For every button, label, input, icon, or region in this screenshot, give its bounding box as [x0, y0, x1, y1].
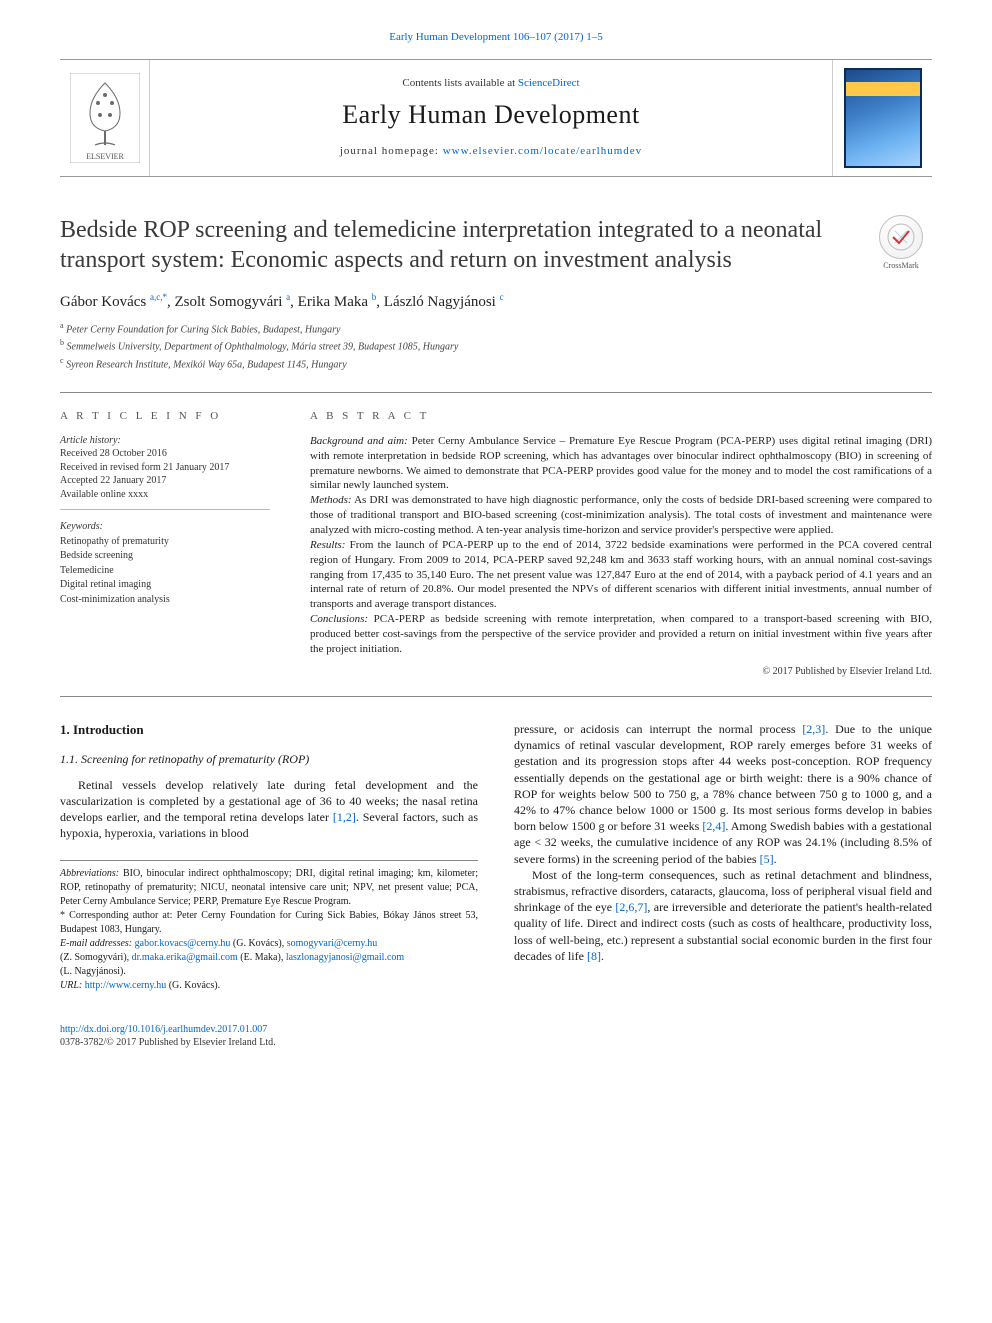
- doi-link[interactable]: http://dx.doi.org/10.1016/j.earlhumdev.2…: [60, 1024, 267, 1035]
- ref-link[interactable]: [8]: [587, 949, 601, 963]
- email-label: E-mail addresses:: [60, 938, 132, 949]
- divider: [60, 392, 932, 393]
- author-3: , Erika Maka: [290, 294, 372, 310]
- svg-text:ELSEVIER: ELSEVIER: [86, 152, 124, 161]
- email-link[interactable]: gabor.kovacs@cerny.hu: [135, 938, 231, 949]
- homepage-link[interactable]: www.elsevier.com/locate/earlhumdev: [443, 145, 642, 157]
- authors-line: Gábor Kovács a,c,*, Zsolt Somogyvári a, …: [60, 291, 932, 312]
- url-link[interactable]: http://www.cerny.hu: [85, 980, 166, 991]
- ref-link[interactable]: [2,6,7]: [615, 900, 647, 914]
- affil-b: Semmelweis University, Department of Oph…: [67, 342, 459, 353]
- history-label: Article history:: [60, 434, 270, 448]
- email-link[interactable]: laszlonagyjanosi@gmail.com: [286, 952, 404, 963]
- affiliations: a Peter Cerny Foundation for Curing Sick…: [60, 320, 932, 372]
- url-who: (G. Kovács).: [166, 980, 220, 991]
- intro-para-1: Retinal vessels develop relatively late …: [60, 777, 478, 842]
- keyword: Digital retinal imaging: [60, 578, 270, 592]
- journal-banner: ELSEVIER Contents lists available at Sci…: [60, 59, 932, 177]
- cover-image: [844, 68, 922, 168]
- history-revised: Received in revised form 21 January 2017: [60, 461, 270, 475]
- keywords-label: Keywords:: [60, 520, 270, 534]
- ref-link[interactable]: [1,2]: [333, 810, 356, 824]
- sciencedirect-link[interactable]: ScienceDirect: [518, 77, 580, 89]
- affil-a: Peter Cerny Foundation for Curing Sick B…: [66, 324, 340, 335]
- ref-link[interactable]: [5]: [760, 852, 774, 866]
- homepage-prefix: journal homepage:: [340, 145, 443, 157]
- history-accepted: Accepted 22 January 2017: [60, 474, 270, 488]
- article-title: Bedside ROP screening and telemedicine i…: [60, 215, 852, 275]
- author-1: Gábor Kovács: [60, 294, 150, 310]
- abbr-text: BIO, binocular indirect ophthalmoscopy; …: [60, 868, 478, 907]
- keyword: Bedside screening: [60, 549, 270, 563]
- url-label: URL:: [60, 980, 82, 991]
- section-1-heading: 1. Introduction: [60, 721, 478, 739]
- article-info-heading: A R T I C L E I N F O: [60, 409, 270, 424]
- contents-prefix: Contents lists available at: [402, 77, 517, 89]
- abstract-heading: A B S T R A C T: [310, 409, 932, 424]
- crossmark-badge[interactable]: CrossMark: [870, 215, 932, 272]
- author-1-affil: a,c,*: [150, 292, 167, 302]
- ref-link[interactable]: [2,4]: [702, 819, 725, 833]
- email-link[interactable]: dr.maka.erika@gmail.com: [132, 952, 238, 963]
- corresponding-author: Corresponding author at: Peter Cerny Fou…: [60, 910, 478, 935]
- intro-para-3: Most of the long-term consequences, such…: [514, 867, 932, 964]
- journal-name: Early Human Development: [342, 97, 639, 132]
- corresponding-star: *: [60, 910, 69, 921]
- contents-available: Contents lists available at ScienceDirec…: [402, 76, 579, 91]
- issn-copyright: 0378-3782/© 2017 Published by Elsevier I…: [60, 1036, 932, 1050]
- email-who: (Z. Somogyvári),: [60, 952, 132, 963]
- author-4: , László Nagyjánosi: [376, 294, 499, 310]
- intro-para-2: pressure, or acidosis can interrupt the …: [514, 721, 932, 867]
- section-1-1-heading: 1.1. Screening for retinopathy of premat…: [60, 751, 478, 767]
- abstract-background: Background and aim: Peter Cerny Ambulanc…: [310, 434, 932, 657]
- ref-link[interactable]: [2,3]: [802, 722, 825, 736]
- copyright-line: © 2017 Published by Elsevier Ireland Ltd…: [310, 665, 932, 679]
- doi-footer: http://dx.doi.org/10.1016/j.earlhumdev.2…: [60, 1023, 932, 1050]
- keyword: Cost-minimization analysis: [60, 593, 270, 607]
- elsevier-logo: ELSEVIER: [60, 60, 150, 176]
- elsevier-tree-icon: ELSEVIER: [70, 73, 140, 163]
- email-link[interactable]: somogyvari@cerny.hu: [287, 938, 377, 949]
- email-who: (G. Kovács),: [230, 938, 286, 949]
- author-2: , Zsolt Somogyvári: [167, 294, 286, 310]
- affil-c: Syreon Research Institute, Mexikói Way 6…: [66, 359, 347, 370]
- history-received: Received 28 October 2016: [60, 447, 270, 461]
- citation-header: Early Human Development 106–107 (2017) 1…: [60, 30, 932, 45]
- citation-link[interactable]: Early Human Development 106–107 (2017) 1…: [389, 31, 603, 43]
- history-online: Available online xxxx: [60, 488, 270, 502]
- crossmark-label: CrossMark: [883, 261, 919, 272]
- keyword: Retinopathy of prematurity: [60, 535, 270, 549]
- divider: [60, 696, 932, 697]
- journal-cover-thumb: [832, 60, 932, 176]
- keyword: Telemedicine: [60, 564, 270, 578]
- abbr-label: Abbreviations:: [60, 868, 119, 879]
- crossmark-icon: [887, 223, 915, 251]
- email-who: (E. Maka),: [238, 952, 286, 963]
- footnotes-block: Abbreviations: BIO, binocular indirect o…: [60, 860, 478, 993]
- journal-homepage: journal homepage: www.elsevier.com/locat…: [340, 144, 642, 159]
- email-who: (L. Nagyjánosi).: [60, 966, 126, 977]
- author-4-affil: c: [500, 292, 504, 302]
